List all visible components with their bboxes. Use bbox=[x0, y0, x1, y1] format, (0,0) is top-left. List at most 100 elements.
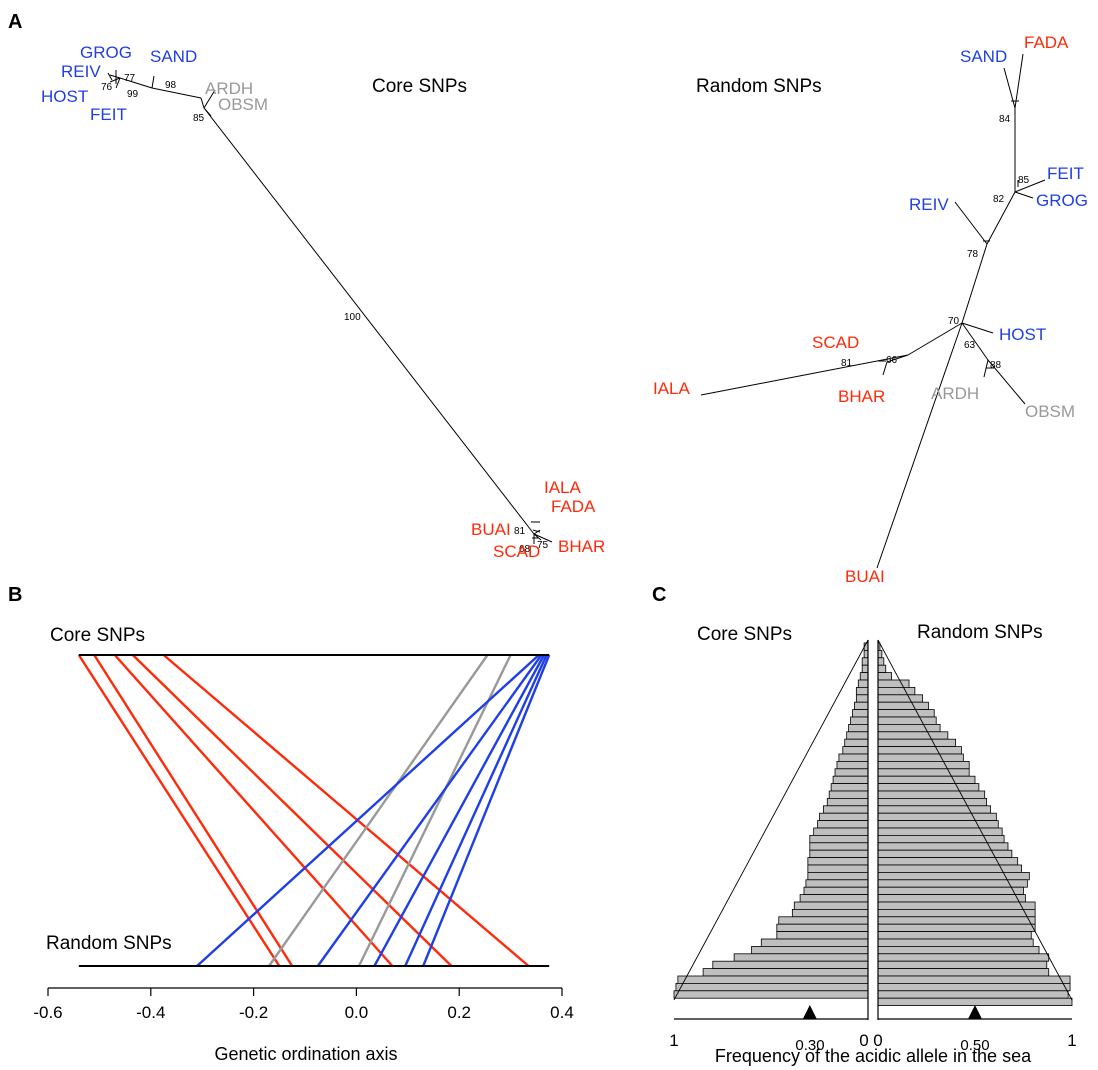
frequency-bar bbox=[877, 820, 999, 829]
core-tree-title: Core SNPs bbox=[372, 76, 467, 97]
panel-c: C Core SNPs Random SNPs 1 0 0 1 0.30 0.5… bbox=[652, 584, 1077, 1066]
frequency-bar bbox=[828, 790, 869, 799]
frequency-bar bbox=[857, 679, 869, 688]
random-leaf-host: HOST bbox=[999, 325, 1046, 344]
core-bootstrap-77: 77 bbox=[124, 73, 136, 84]
frequency-bar bbox=[877, 672, 892, 681]
core-leaf-host: HOST bbox=[41, 87, 88, 106]
frequency-bar bbox=[822, 805, 869, 814]
x-tick-label: 0.0 bbox=[345, 1003, 369, 1022]
random-leaf-sand: SAND bbox=[960, 47, 1007, 66]
core-leaf-bhar: BHAR bbox=[558, 537, 605, 556]
core-bootstrap-85: 85 bbox=[193, 113, 205, 124]
frequency-bar bbox=[733, 953, 869, 962]
frequency-bar bbox=[877, 879, 1028, 888]
panel-b-random-label: Random SNPs bbox=[46, 933, 172, 954]
frequency-bar bbox=[877, 790, 986, 799]
frequency-bar bbox=[877, 983, 1071, 992]
frequency-bar bbox=[809, 842, 869, 851]
frequency-bar bbox=[877, 657, 885, 666]
frequency-bar bbox=[751, 946, 869, 955]
panel-a-letter: A bbox=[8, 11, 22, 33]
panel-a: A Core SNPs 77 76 99 98 85 100 81 75 68 … bbox=[8, 11, 1088, 586]
random-tick-0: 0 bbox=[873, 1031, 882, 1050]
core-bootstrap-68: 68 bbox=[519, 544, 531, 555]
segment-red-1 bbox=[93, 654, 294, 967]
frequency-bar bbox=[807, 872, 869, 881]
frequency-bar bbox=[877, 724, 941, 733]
frequency-bar bbox=[877, 827, 1003, 836]
random-bootstrap-88: 88 bbox=[990, 360, 1002, 371]
frequency-bar bbox=[819, 812, 869, 822]
frequency-bar bbox=[877, 775, 976, 785]
core-bootstrap-99: 99 bbox=[127, 89, 139, 100]
frequency-bar bbox=[673, 990, 869, 999]
segment-blue-7 bbox=[196, 654, 540, 967]
segment-blue-8 bbox=[316, 654, 543, 967]
frequency-bar bbox=[830, 783, 869, 792]
random-bootstrap-84: 84 bbox=[999, 114, 1011, 125]
random-bootstrap-82: 82 bbox=[993, 194, 1005, 205]
frequency-bar bbox=[877, 687, 916, 696]
random-leaf-scad: SCAD bbox=[812, 333, 859, 352]
random-leaf-iala: IALA bbox=[653, 379, 691, 398]
frequency-bar bbox=[877, 694, 924, 703]
random-snp-tree: Random SNPs 84 85 82 78 70 63 66 81 88 S… bbox=[653, 33, 1088, 586]
random-tree-branches bbox=[700, 53, 1046, 569]
frequency-bar bbox=[838, 753, 869, 762]
panel-b-core-label: Core SNPs bbox=[50, 625, 145, 646]
frequency-bar bbox=[852, 709, 869, 718]
frequency-bar bbox=[877, 857, 1019, 866]
panel-c-letter: C bbox=[652, 584, 666, 606]
core-bootstrap-100: 100 bbox=[344, 312, 361, 323]
frequency-bar bbox=[877, 953, 1050, 962]
random-leaf-fada: FADA bbox=[1024, 33, 1069, 52]
panel-c-core-title: Core SNPs bbox=[697, 624, 792, 645]
core-leaf-scad: SCAD bbox=[493, 542, 540, 561]
segment-gray-5 bbox=[268, 654, 489, 967]
frequency-bar bbox=[760, 938, 869, 947]
random-leaf-obsm: OBSM bbox=[1025, 402, 1075, 421]
core-bootstrap-98: 98 bbox=[165, 80, 177, 91]
frequency-bar bbox=[836, 761, 869, 770]
frequency-bar bbox=[877, 997, 1073, 1007]
random-leaf-grog: GROG bbox=[1036, 191, 1088, 210]
frequency-bar bbox=[712, 960, 869, 970]
frequency-bar bbox=[877, 753, 964, 762]
segment-red-4 bbox=[162, 654, 530, 967]
frequency-bar bbox=[877, 709, 935, 718]
frequency-bar bbox=[877, 990, 1069, 999]
panel-c-x-axis-title: Frequency of the acidic allele in the se… bbox=[715, 1046, 1032, 1066]
core-leaf-feit: FEIT bbox=[90, 105, 127, 124]
x-tick-label: 0.4 bbox=[550, 1003, 574, 1022]
frequency-bar bbox=[791, 909, 869, 918]
random-leaf-bhar: BHAR bbox=[838, 387, 885, 406]
frequency-bar bbox=[807, 857, 869, 866]
frequency-bar bbox=[877, 894, 1026, 903]
core-leaf-grog: GROG bbox=[80, 43, 132, 62]
random-leaf-feit: FEIT bbox=[1047, 164, 1084, 183]
ordination-x-axis: -0.6 -0.4 -0.2 0.0 0.2 0.4 bbox=[33, 987, 574, 1022]
segment-blue-10 bbox=[404, 654, 548, 967]
frequency-bar bbox=[776, 931, 869, 940]
frequency-bar bbox=[877, 946, 1040, 955]
core-tick-0: 0 bbox=[859, 1031, 868, 1050]
core-bootstrap-81: 81 bbox=[514, 526, 526, 537]
frequency-bar bbox=[877, 731, 949, 740]
random-mean-marker bbox=[968, 1005, 982, 1019]
core-leaf-ardh: ARDH bbox=[205, 79, 253, 98]
frequency-bar bbox=[877, 716, 937, 725]
core-bootstrap-75: 75 bbox=[537, 540, 549, 551]
frequency-bar bbox=[877, 768, 970, 777]
random-bootstrap-63: 63 bbox=[964, 340, 976, 351]
frequency-bar bbox=[877, 909, 1036, 918]
random-bootstrap-70: 70 bbox=[948, 316, 960, 327]
ordination-segments bbox=[77, 654, 551, 967]
core-leaf-fada: FADA bbox=[551, 497, 596, 516]
random-leaf-reiv: REIV bbox=[909, 195, 949, 214]
frequency-bar bbox=[877, 805, 991, 814]
frequency-bar bbox=[675, 983, 869, 992]
frequency-bar bbox=[817, 820, 869, 829]
random-bootstrap-81: 81 bbox=[841, 358, 853, 369]
